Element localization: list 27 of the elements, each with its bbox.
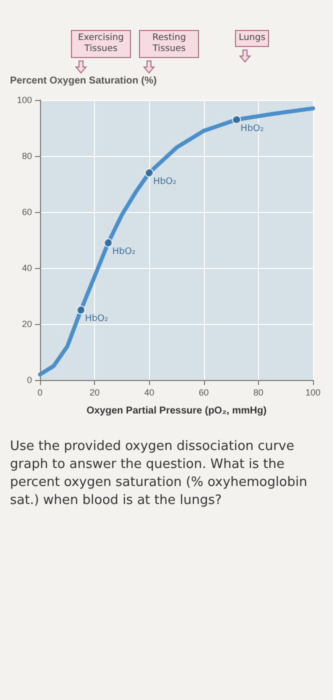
text: Use the provided oxygen dissociation curve graph to answer the question. What is the percent oxygen saturation (% oxyhemoglobin sat.) when blood is at the lungs?	[10, 438, 308, 510]
x-tick-label: 0	[37, 388, 43, 398]
x-tick-label: 80	[253, 388, 264, 398]
annotation: HbO₂	[112, 246, 136, 257]
point	[232, 115, 242, 124]
annotation: HbO₂	[240, 124, 264, 134]
point	[104, 238, 113, 248]
x-tick-label: 40	[144, 388, 154, 398]
text: Exercising Tissues	[70, 30, 131, 58]
y-tick-label: 20	[22, 319, 32, 329]
y-tick-label: 100	[16, 95, 32, 105]
point	[76, 306, 86, 314]
annotation: HbO₂	[153, 176, 176, 187]
y-tick-label: 60	[22, 207, 32, 217]
y-tick-label: 80	[22, 151, 32, 161]
text: Lungs	[234, 30, 270, 47]
x-tick-label: 60	[198, 388, 209, 398]
y-axis-title: Percent Oxygen Saturation (%)	[10, 76, 157, 86]
line-series	[38, 106, 315, 376]
point	[144, 168, 154, 178]
x-axis-title: Oxygen Partial Pressure (pO₂, mmHg)	[86, 406, 267, 416]
x-tick-label: 20	[90, 388, 100, 398]
text: Resting Tissues	[139, 30, 200, 58]
y-tick-label: 0	[26, 375, 32, 385]
y-tick-label: 40	[22, 263, 32, 273]
annotation: HbO₂	[84, 314, 108, 324]
x-tick-label: 100	[305, 388, 321, 398]
